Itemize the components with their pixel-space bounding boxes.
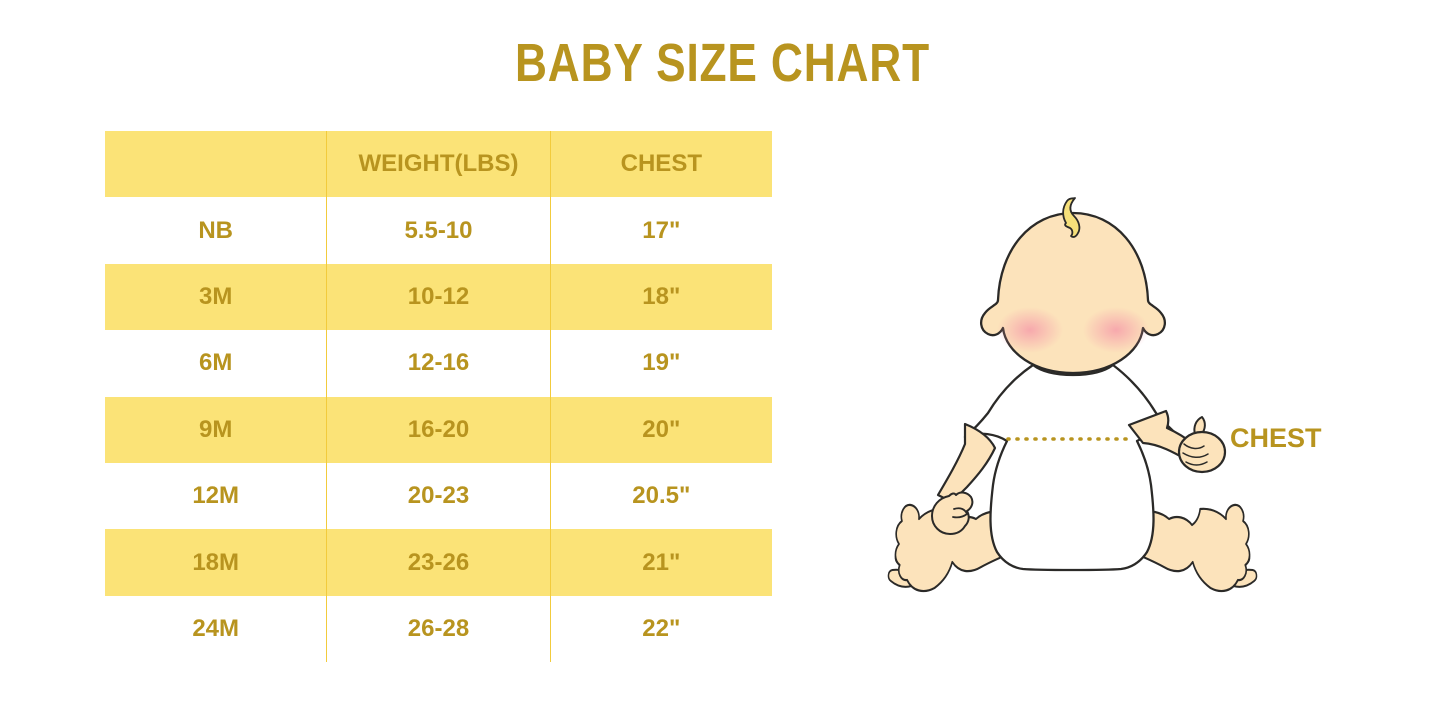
svg-text:CHEST: CHEST [1230, 423, 1322, 453]
